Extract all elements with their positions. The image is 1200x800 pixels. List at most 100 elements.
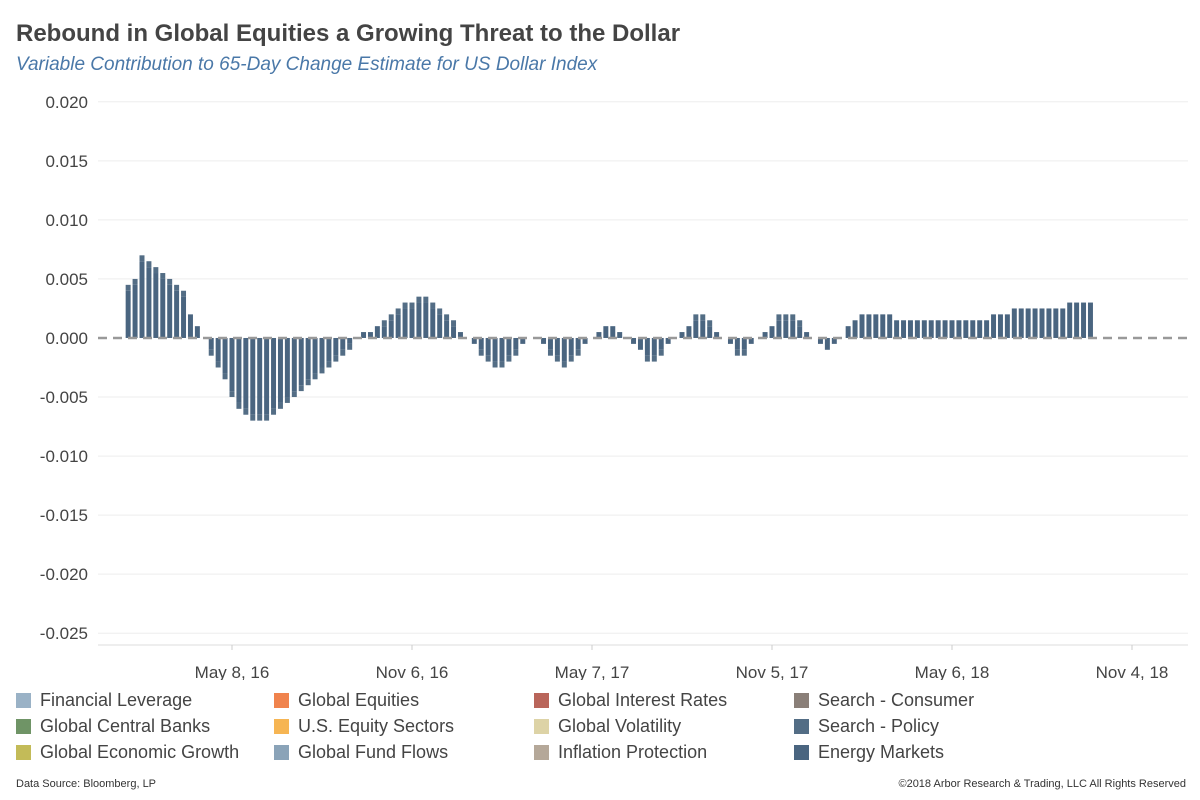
- legend-label: Search - Consumer: [818, 690, 975, 710]
- bar-segment: [845, 326, 851, 338]
- bar-segment: [194, 326, 200, 338]
- bar-segment: [1060, 308, 1066, 338]
- bar-segment: [402, 302, 408, 309]
- bar-segment: [693, 314, 699, 321]
- bar-segment: [1067, 302, 1073, 338]
- bar-segment: [381, 326, 387, 338]
- bar-segment: [485, 355, 491, 362]
- bar-segment: [160, 278, 166, 338]
- bar-segment: [554, 355, 560, 362]
- bar-segment: [901, 320, 907, 338]
- bar-segment: [333, 355, 339, 362]
- bar-segment: [513, 337, 519, 350]
- legend-swatch: [534, 693, 549, 708]
- bar-segment: [997, 314, 1003, 338]
- bar-segment: [347, 337, 353, 344]
- bar-segment: [471, 337, 477, 344]
- bar-segment: [208, 337, 214, 350]
- bar-segment: [478, 349, 484, 356]
- bar-segment: [492, 337, 498, 362]
- bar-segment: [388, 320, 394, 338]
- y-tick-label: 0.005: [45, 270, 88, 289]
- bar-segment: [1011, 308, 1017, 338]
- bar-segment: [665, 337, 671, 344]
- bar-segment: [181, 296, 187, 338]
- x-tick-label: May 6, 18: [915, 663, 990, 680]
- bar-segment: [797, 320, 803, 327]
- bar-segment: [734, 349, 740, 356]
- y-tick-label: -0.005: [40, 388, 88, 407]
- bar-segment: [271, 337, 277, 409]
- legend-label: Global Fund Flows: [298, 742, 449, 762]
- legend-label: U.S. Equity Sectors: [298, 716, 455, 736]
- y-tick-label: -0.015: [40, 506, 88, 525]
- legend-item: Search - Policy: [794, 716, 939, 737]
- bar-segment: [1081, 302, 1087, 338]
- bar-segment: [575, 337, 581, 350]
- bar-segment: [561, 337, 567, 362]
- bar-segment: [257, 414, 263, 421]
- bar-segment: [610, 326, 616, 338]
- bar-segment: [264, 414, 270, 421]
- bar-segment: [229, 391, 235, 398]
- legend-item: Global Equities: [274, 690, 419, 711]
- bar-segment: [658, 337, 664, 350]
- chart-subtitle: Variable Contribution to 65-Day Change E…: [16, 54, 598, 75]
- bar-segment: [132, 284, 138, 338]
- bar-segment: [340, 349, 346, 356]
- chart-title: Rebound in Global Equities a Growing Thr…: [16, 20, 681, 47]
- bar-segment: [700, 320, 706, 338]
- bar-segment: [250, 414, 256, 421]
- data-source: Data Source: Bloomberg, LP: [16, 778, 157, 790]
- y-tick-label: 0.000: [45, 329, 88, 348]
- legend-swatch: [794, 693, 809, 708]
- bar-segment: [312, 337, 318, 374]
- bar-segment: [693, 320, 699, 338]
- bar-segment: [831, 337, 837, 344]
- bar-segment: [741, 337, 747, 350]
- legend-swatch: [16, 745, 31, 760]
- bar-segment: [444, 314, 450, 321]
- bar-segment: [319, 337, 325, 368]
- bar-segment: [907, 320, 913, 338]
- bar-segment: [167, 278, 173, 285]
- bar-segment: [347, 343, 353, 350]
- bar-segment: [250, 337, 256, 415]
- bar-segment: [644, 337, 650, 356]
- legend-item: Global Central Banks: [16, 716, 210, 737]
- bar-segment: [416, 296, 422, 303]
- bar-segment: [381, 320, 387, 327]
- bar-segment: [277, 402, 283, 409]
- bar-segment: [596, 332, 602, 338]
- y-tick-label: 0.020: [45, 93, 88, 112]
- bar-segment: [963, 320, 969, 338]
- bar-segment: [817, 337, 823, 344]
- bar-segment: [409, 308, 415, 338]
- bar-segment: [222, 337, 228, 374]
- bar-segment: [215, 337, 221, 362]
- bar-segment: [1039, 308, 1045, 338]
- x-tick-label: Nov 5, 17: [736, 663, 809, 680]
- bar-segment: [734, 337, 740, 350]
- bar-segment: [423, 302, 429, 338]
- bar-segment: [395, 308, 401, 315]
- bar-segment: [499, 361, 505, 368]
- bar-segment: [257, 337, 263, 415]
- bar-segment: [762, 332, 768, 338]
- bar-segment: [153, 273, 159, 338]
- bar-segment: [769, 326, 775, 338]
- bar-segment: [541, 337, 547, 344]
- bar-segment: [215, 361, 221, 368]
- bar-segment: [271, 408, 277, 415]
- bar-segment: [146, 261, 152, 268]
- bar-segment: [319, 367, 325, 374]
- x-tick-label: Nov 6, 16: [376, 663, 449, 680]
- bar-segment: [644, 355, 650, 362]
- bar-segment: [1053, 308, 1059, 338]
- legend-item: Global Fund Flows: [274, 742, 448, 763]
- bar-segment: [631, 337, 637, 344]
- bar-segment: [478, 337, 484, 350]
- legend-label: Global Central Banks: [40, 716, 211, 736]
- bar-segment: [928, 320, 934, 338]
- bar-segment: [977, 320, 983, 338]
